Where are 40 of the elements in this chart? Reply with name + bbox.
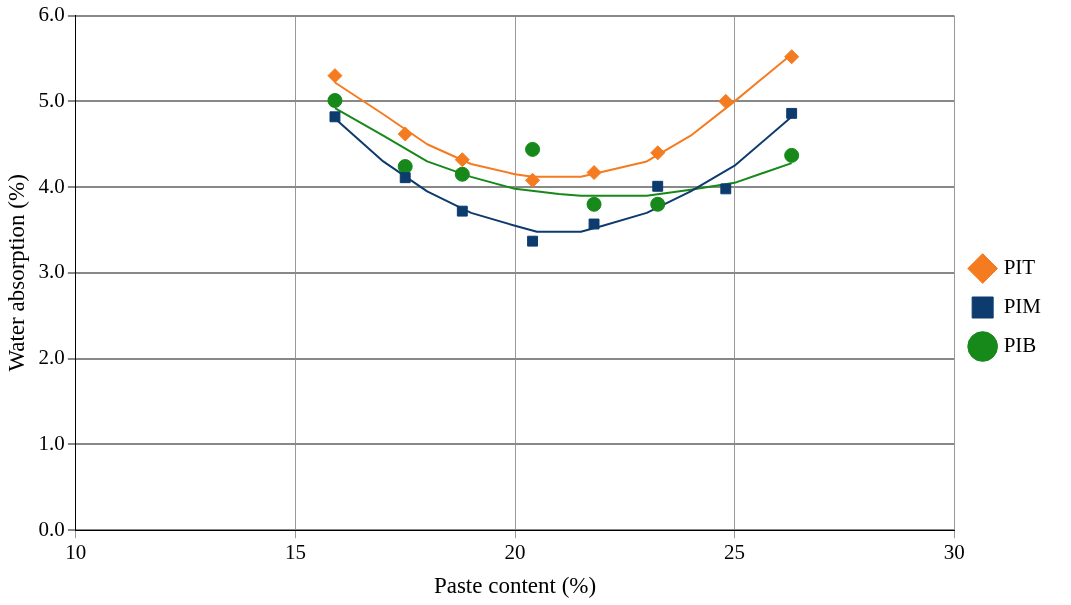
x-tick-label: 20 [504,540,526,565]
point [397,126,413,142]
point [399,172,411,184]
y-tick-label: 5.0 [38,87,65,112]
x-tick-label: 25 [724,540,746,565]
point [454,166,470,182]
point [652,180,664,192]
x-tick-label: 30 [943,540,965,565]
point [527,235,539,247]
x-axis-title: Paste content (%) [433,573,597,599]
y-tick-label: 4.0 [38,173,65,198]
point [784,147,800,163]
point [525,141,541,157]
x-tick-label: 15 [284,540,306,565]
point [786,107,798,119]
point [586,165,602,181]
point [720,183,732,195]
y-axis-title: Water absorption (%) [3,174,29,372]
point [588,218,600,230]
point [586,196,602,212]
x-tick-label: 10 [65,540,87,565]
y-tick-label: 6.0 [38,2,65,27]
point [718,93,734,109]
point [650,196,666,212]
point [329,111,341,123]
point [456,205,468,217]
point [397,159,413,175]
y-tick-label: 0.0 [38,516,65,541]
y-tick-label: 2.0 [38,345,65,370]
point [327,68,343,84]
point [650,145,666,161]
point [525,172,541,188]
y-tick-label: 3.0 [38,259,65,284]
legend-label: PIT [1003,255,1036,280]
point [327,93,343,109]
y-tick-label: 1.0 [38,430,65,455]
legend-label: PIB [1003,333,1037,358]
legend-label: PIM [1003,294,1042,319]
point [454,152,470,168]
point [784,49,800,65]
